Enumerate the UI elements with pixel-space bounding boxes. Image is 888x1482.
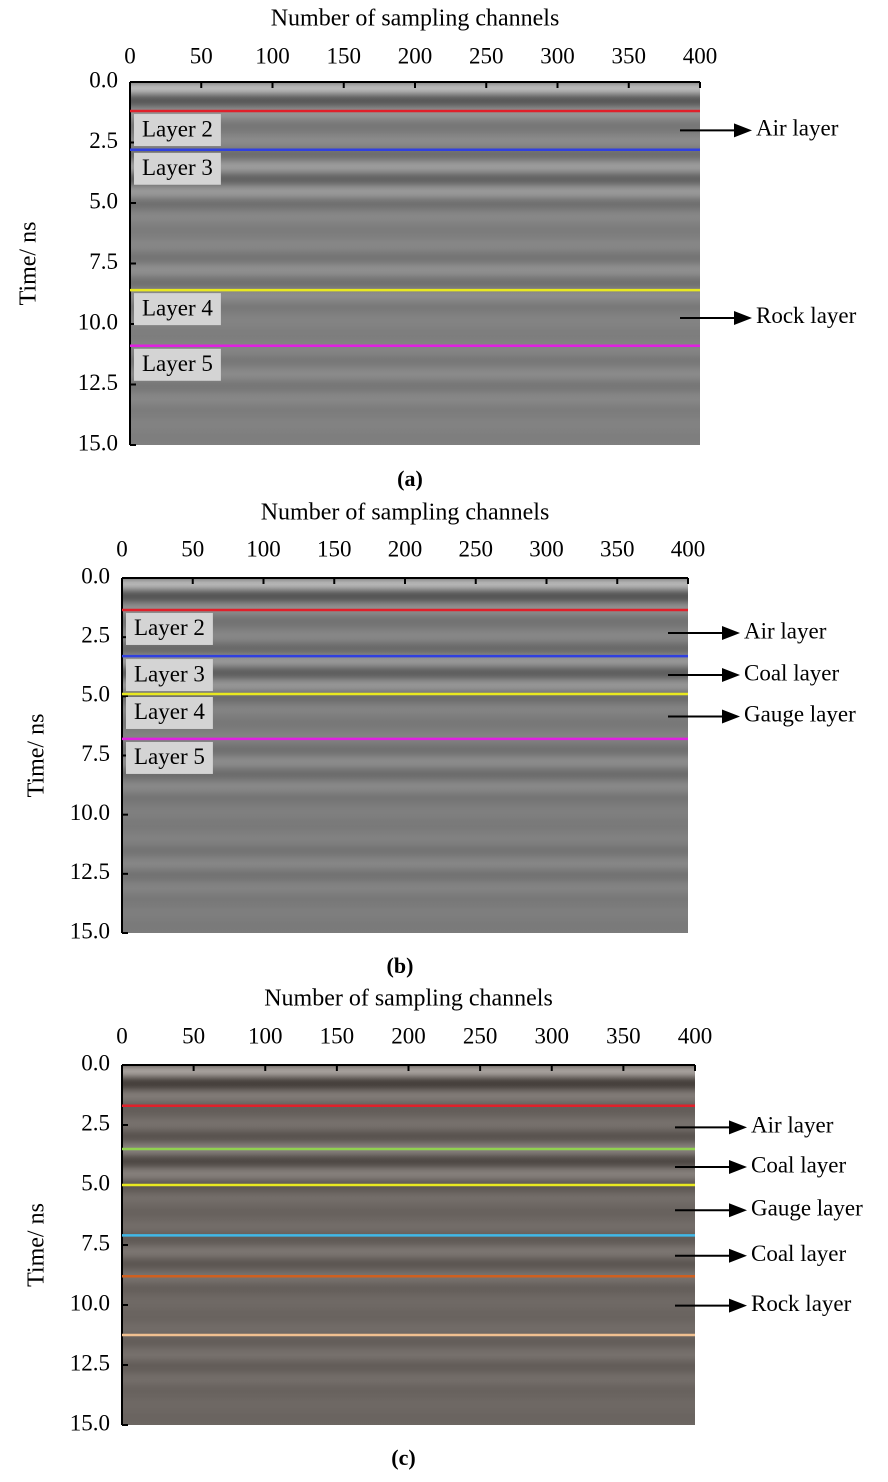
arrow-head xyxy=(722,626,740,641)
arrow-head xyxy=(734,123,752,138)
annotation-label: Air layer xyxy=(751,1113,834,1138)
y-tick-label: 10.0 xyxy=(70,800,110,825)
y-tick-label: 2.5 xyxy=(81,1110,110,1135)
layer-label: Layer 2 xyxy=(134,615,205,640)
x-tick-label: 0 xyxy=(124,43,136,68)
x-tick-label: 400 xyxy=(678,1023,713,1048)
x-tick-label: 100 xyxy=(255,43,290,68)
x-tick-label: 50 xyxy=(182,1023,205,1048)
layer-label: Layer 4 xyxy=(142,295,213,320)
arrow-head xyxy=(729,1298,747,1313)
x-tick-label: 300 xyxy=(540,43,575,68)
y-axis-title: Time/ ns xyxy=(24,714,50,798)
x-tick-label: 400 xyxy=(671,536,706,561)
x-tick-label: 400 xyxy=(683,43,718,68)
x-tick-label: 200 xyxy=(398,43,433,68)
annotation-label: Coal layer xyxy=(751,1241,846,1266)
radargram-image xyxy=(122,1065,695,1425)
arrow-head xyxy=(722,668,740,683)
y-tick-label: 2.5 xyxy=(89,128,118,153)
layer-label-box xyxy=(134,152,221,185)
annotation-label: Rock layer xyxy=(751,1291,852,1316)
y-tick-label: 10.0 xyxy=(70,1290,110,1315)
annotation-label: Gauge layer xyxy=(744,702,856,727)
x-tick-label: 200 xyxy=(391,1023,426,1048)
x-tick-label: 300 xyxy=(535,1023,570,1048)
layer-label: Layer 3 xyxy=(134,661,205,686)
x-tick-label: 50 xyxy=(181,536,204,561)
x-tick-label: 100 xyxy=(246,536,281,561)
x-tick-label: 250 xyxy=(459,536,494,561)
layer-label: Layer 3 xyxy=(142,155,213,180)
y-tick-label: 0.0 xyxy=(89,67,118,92)
x-tick-label: 50 xyxy=(190,43,213,68)
y-tick-label: 15.0 xyxy=(70,1410,110,1435)
y-tick-label: 7.5 xyxy=(81,741,110,766)
layer-label-box xyxy=(126,696,213,729)
arrow-head xyxy=(722,709,740,724)
y-tick-label: 15.0 xyxy=(70,918,110,943)
annotation-label: Coal layer xyxy=(751,1152,846,1177)
annotation-label: Air layer xyxy=(756,116,839,141)
annotation-label: Gauge layer xyxy=(751,1195,863,1220)
x-axis-title: Number of sampling channels xyxy=(261,500,550,526)
x-tick-label: 300 xyxy=(529,536,564,561)
layer-label-box xyxy=(126,659,213,692)
layer-label: Layer 5 xyxy=(134,744,205,769)
y-axis-title: Time/ ns xyxy=(16,222,42,306)
y-tick-label: 0.0 xyxy=(81,563,110,588)
y-tick-label: 12.5 xyxy=(70,1350,110,1375)
x-tick-label: 150 xyxy=(317,536,352,561)
layer-label-box xyxy=(134,114,221,147)
caption: (a) xyxy=(397,466,423,491)
y-tick-label: 5.0 xyxy=(81,682,110,707)
x-axis-title: Number of sampling channels xyxy=(264,986,553,1012)
y-tick-label: 0.0 xyxy=(81,1050,110,1075)
y-tick-label: 5.0 xyxy=(81,1170,110,1195)
y-tick-label: 7.5 xyxy=(81,1230,110,1255)
x-tick-label: 100 xyxy=(248,1023,283,1048)
annotation-label: Rock layer xyxy=(756,303,857,328)
x-tick-label: 250 xyxy=(463,1023,498,1048)
y-axis-title: Time/ ns xyxy=(24,1203,50,1287)
layer-label: Layer 4 xyxy=(134,699,205,724)
layer-label: Layer 5 xyxy=(142,351,213,376)
y-tick-label: 5.0 xyxy=(89,188,118,213)
arrow-head xyxy=(729,1248,747,1263)
x-tick-label: 0 xyxy=(116,536,128,561)
x-tick-label: 0 xyxy=(116,1023,128,1048)
y-tick-label: 15.0 xyxy=(78,430,118,455)
annotation-label: Coal layer xyxy=(744,660,839,685)
radargram-image xyxy=(130,82,700,445)
x-tick-label: 150 xyxy=(320,1023,355,1048)
y-tick-label: 12.5 xyxy=(70,859,110,884)
x-tick-label: 350 xyxy=(606,1023,641,1048)
layer-label-box xyxy=(126,741,213,774)
y-tick-label: 12.5 xyxy=(78,370,118,395)
y-tick-label: 10.0 xyxy=(78,309,118,334)
arrow-head xyxy=(729,1160,747,1174)
layer-label-box xyxy=(134,293,221,326)
caption: (b) xyxy=(387,953,414,978)
layer-label: Layer 2 xyxy=(142,116,213,141)
x-tick-label: 350 xyxy=(612,43,647,68)
x-tick-label: 200 xyxy=(388,536,423,561)
layer-label-box xyxy=(126,612,213,645)
annotation-label: Air layer xyxy=(744,618,827,643)
caption: (c) xyxy=(391,1445,415,1470)
y-tick-label: 7.5 xyxy=(89,249,118,274)
layer-label-box xyxy=(134,348,221,381)
x-tick-label: 150 xyxy=(327,43,362,68)
arrow-head xyxy=(729,1120,747,1135)
arrow-head xyxy=(729,1203,747,1218)
arrow-head xyxy=(734,310,752,325)
x-tick-label: 350 xyxy=(600,536,635,561)
y-tick-label: 2.5 xyxy=(81,622,110,647)
x-axis-title: Number of sampling channels xyxy=(271,6,560,32)
radargram-image xyxy=(122,578,688,933)
x-tick-label: 250 xyxy=(469,43,504,68)
